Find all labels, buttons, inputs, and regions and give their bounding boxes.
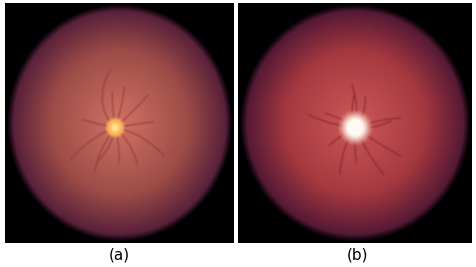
Text: (a): (a) bbox=[109, 248, 129, 262]
Text: (b): (b) bbox=[346, 248, 368, 262]
